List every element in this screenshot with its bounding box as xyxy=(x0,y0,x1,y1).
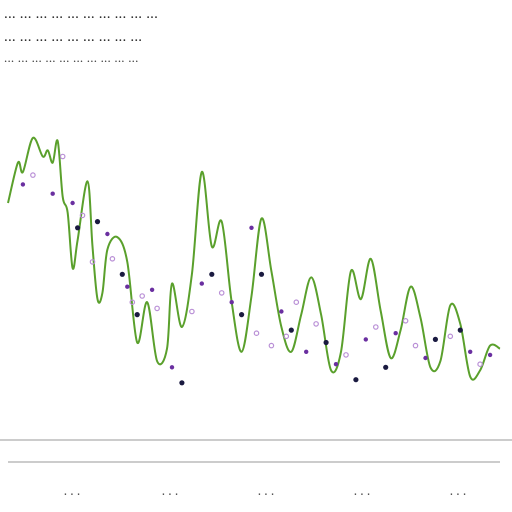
data-point xyxy=(268,342,275,349)
data-point xyxy=(372,324,379,330)
data-point xyxy=(169,365,175,370)
data-point xyxy=(293,299,300,306)
data-point xyxy=(477,361,483,368)
data-point xyxy=(179,380,185,386)
data-point xyxy=(239,312,245,318)
series-line xyxy=(7,136,501,381)
data-point xyxy=(79,212,86,219)
data-point xyxy=(468,349,473,354)
x-tick-label: ... xyxy=(160,485,180,498)
data-point xyxy=(258,271,265,277)
data-point xyxy=(30,172,36,178)
data-point xyxy=(249,225,254,230)
data-point xyxy=(353,377,359,383)
data-point xyxy=(487,352,493,358)
data-point xyxy=(218,290,225,296)
data-point xyxy=(129,299,136,306)
x-tick-labels: ... ... ... ... ... xyxy=(62,485,468,498)
data-point xyxy=(59,153,66,160)
title-line-2: ... ... ... ... ... ... ... ... ... xyxy=(4,29,143,45)
data-point xyxy=(253,330,260,337)
data-point xyxy=(109,255,116,262)
data-point xyxy=(89,259,96,265)
data-point xyxy=(199,281,204,286)
data-point xyxy=(288,327,294,333)
data-point xyxy=(333,362,339,367)
data-point xyxy=(229,300,234,305)
x-tick-label: ... xyxy=(352,485,372,498)
data-point xyxy=(149,287,155,292)
data-point xyxy=(279,309,284,314)
x-tick-label: ... xyxy=(62,485,82,498)
data-point xyxy=(402,317,409,324)
data-point xyxy=(94,219,101,225)
data-point xyxy=(393,331,398,336)
data-point xyxy=(20,182,26,187)
x-tick-label: ... xyxy=(448,485,468,498)
data-point xyxy=(70,200,75,206)
data-point xyxy=(383,364,389,370)
data-point xyxy=(412,342,419,349)
data-point xyxy=(447,333,454,340)
data-point xyxy=(134,312,140,318)
data-point xyxy=(189,308,195,315)
data-point xyxy=(125,284,130,289)
data-point xyxy=(105,231,110,237)
data-point xyxy=(457,327,463,333)
data-point xyxy=(304,349,309,354)
data-point xyxy=(323,339,329,346)
data-point xyxy=(139,293,146,299)
data-point xyxy=(423,355,428,361)
data-point xyxy=(363,337,368,342)
data-point xyxy=(343,352,349,358)
x-tick-label: ... xyxy=(256,485,276,498)
data-point xyxy=(432,336,438,342)
data-point xyxy=(50,191,55,196)
data-point xyxy=(75,225,81,231)
data-point xyxy=(313,321,319,327)
title-line-3: ... ... ... ... ... ... ... ... ... ... xyxy=(4,50,139,65)
data-point xyxy=(154,305,160,312)
data-point xyxy=(283,333,290,340)
chart-title: ... ... ... ... ... ... ... ... ... ... … xyxy=(0,0,512,72)
data-point xyxy=(209,271,215,277)
plot-area xyxy=(7,136,501,386)
title-line-1: ... ... ... ... ... ... ... ... ... ... xyxy=(4,6,159,22)
data-point xyxy=(119,271,125,277)
